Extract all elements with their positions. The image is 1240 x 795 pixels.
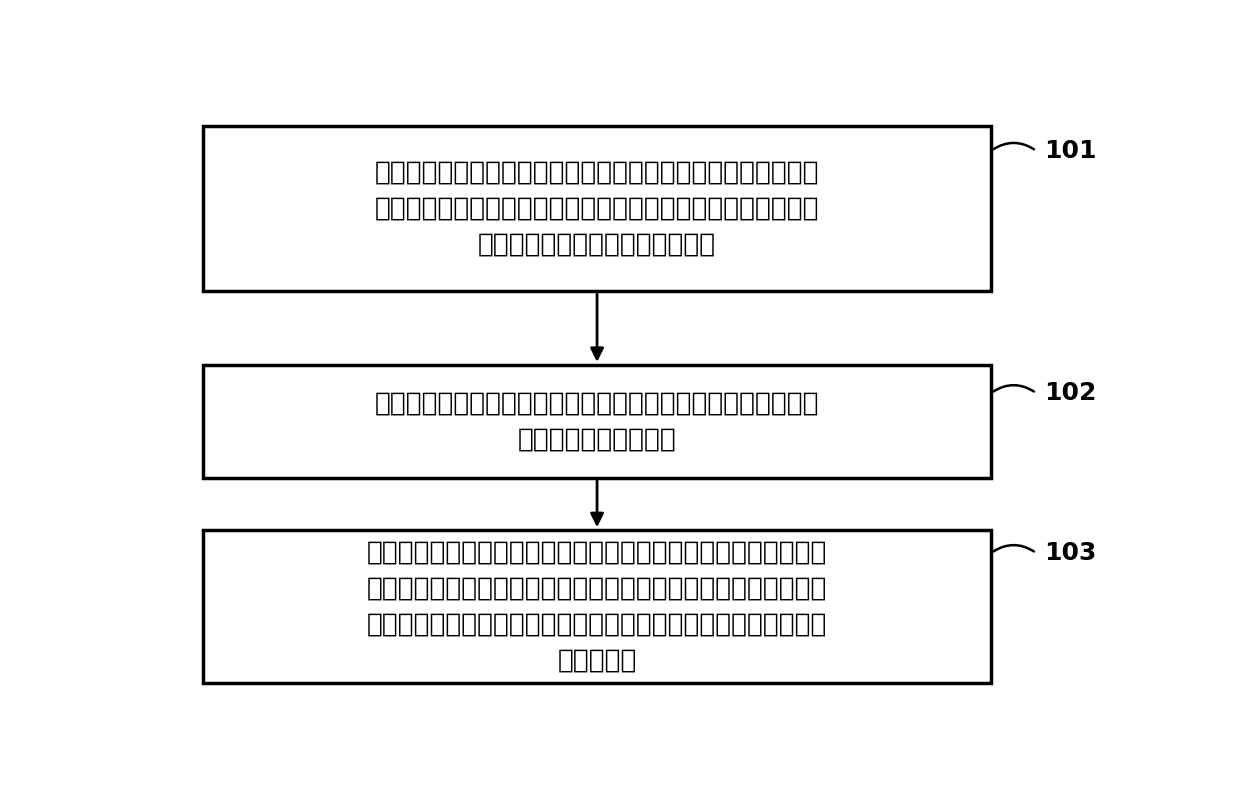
FancyArrowPatch shape — [993, 385, 1034, 391]
Text: 获取各个区域范围内住宅建筑的标准平面图，分析得到各个标准
平面图对应的住宅面积、户型面积、户型布局、户型轮廓及住宅
结构尺寸信息，作为原始训练数据: 获取各个区域范围内住宅建筑的标准平面图，分析得到各个标准 平面图对应的住宅面积、… — [374, 160, 820, 258]
FancyBboxPatch shape — [203, 365, 991, 478]
Text: 101: 101 — [1044, 139, 1096, 163]
Text: 103: 103 — [1044, 541, 1096, 565]
FancyArrowPatch shape — [993, 143, 1034, 149]
FancyBboxPatch shape — [203, 126, 991, 291]
FancyArrowPatch shape — [993, 545, 1034, 552]
Text: 接收目标住宅建筑的目标区域、目标户型面积、目标户型轮廓及目
标户型布局，根据对抗生成网络模型生成带功能区域的平面户型模
型；对平面户型模型进行去噪、规整处理得到: 接收目标住宅建筑的目标区域、目标户型面积、目标户型轮廓及目 标户型布局，根据对抗… — [367, 540, 827, 673]
Text: 102: 102 — [1044, 381, 1096, 405]
FancyBboxPatch shape — [203, 530, 991, 683]
Text: 将原始训练数据结合其所在的区域范围，进行训练得到住宅建筑
平面对抗生成网络模型: 将原始训练数据结合其所在的区域范围，进行训练得到住宅建筑 平面对抗生成网络模型 — [374, 390, 820, 452]
